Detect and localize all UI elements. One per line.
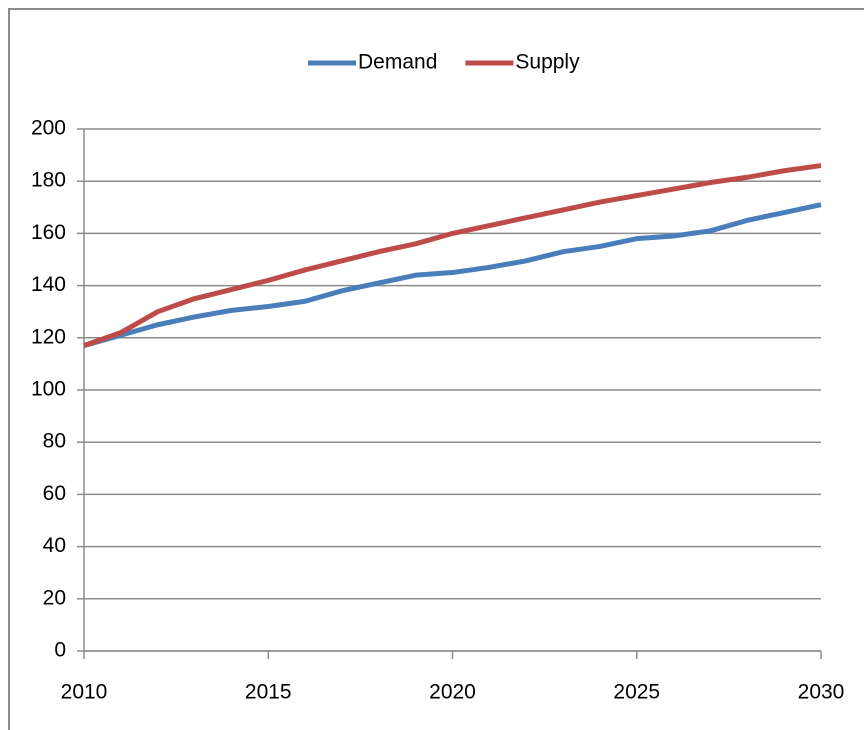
- legend-label: Supply: [515, 51, 580, 74]
- series-line: [83, 202, 822, 349]
- x-tick-label: 2015: [245, 681, 292, 704]
- y-tick-label: 80: [43, 430, 66, 453]
- y-tick-label: 120: [31, 325, 66, 348]
- x-tick-label: 2025: [613, 681, 660, 704]
- legend-label: Demand: [358, 51, 437, 74]
- y-tick-label: 200: [31, 117, 66, 140]
- y-tick-label: 140: [31, 273, 66, 296]
- y-tick-label: 60: [43, 482, 66, 505]
- y-tick-label: 0: [54, 639, 66, 662]
- y-tick-label: 160: [31, 221, 66, 244]
- y-tick-label: 40: [43, 534, 66, 557]
- y-tick-label: 180: [31, 169, 66, 192]
- chart-frame: [8, 8, 864, 730]
- x-tick-label: 2020: [429, 681, 476, 704]
- y-tick-label: 20: [43, 586, 66, 609]
- y-tick-label: 100: [31, 378, 66, 401]
- series-line: [83, 163, 822, 348]
- x-tick-label: 2010: [61, 681, 108, 704]
- x-tick-label: 2030: [798, 681, 845, 704]
